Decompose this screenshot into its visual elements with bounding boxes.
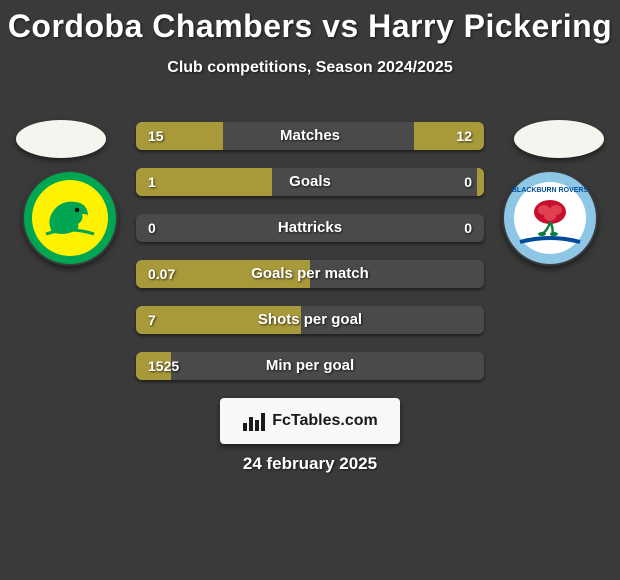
club-badge-left — [22, 170, 118, 266]
page-title: Cordoba Chambers vs Harry Pickering — [0, 0, 620, 45]
stat-row: Shots per goal7 — [136, 306, 484, 334]
stat-bars: Matches1512Goals10Hattricks00Goals per m… — [136, 122, 484, 398]
stat-row: Goals1 0 — [136, 168, 484, 196]
stat-value-right: 0 — [464, 168, 472, 196]
svg-text:BLACKBURN ROVERS: BLACKBURN ROVERS — [512, 187, 589, 194]
stat-value-left: 1 — [148, 168, 156, 196]
stat-label: Min per goal — [136, 352, 484, 380]
player-photo-right — [514, 120, 604, 158]
page-subtitle: Club competitions, Season 2024/2025 — [0, 59, 620, 77]
stat-row: Matches15 12 — [136, 122, 484, 150]
stat-row: Min per goal1525 — [136, 352, 484, 380]
footer-date: 24 february 2025 — [0, 454, 620, 474]
stat-label: Goals — [136, 168, 484, 196]
stat-label: Matches — [136, 122, 484, 150]
brand-text: FcTables.com — [272, 412, 378, 430]
player-photo-left — [16, 120, 106, 158]
brand-badge: FcTables.com — [220, 398, 400, 444]
stat-value-right: 0 — [464, 214, 472, 242]
stat-value-left: 1525 — [148, 352, 179, 380]
stat-value-left: 0 — [148, 214, 156, 242]
stat-label: Shots per goal — [136, 306, 484, 334]
stat-label: Hattricks — [136, 214, 484, 242]
stat-value-right: 12 — [456, 122, 472, 150]
club-badge-right: BLACKBURN ROVERS — [502, 170, 598, 266]
stat-value-left: 7 — [148, 306, 156, 334]
stat-value-left: 15 — [148, 122, 164, 150]
stat-row: Goals per match0.07 — [136, 260, 484, 288]
stat-value-left: 0.07 — [148, 260, 175, 288]
bars-logo-icon — [242, 411, 266, 431]
stat-label: Goals per match — [136, 260, 484, 288]
stat-row: Hattricks0 0 — [136, 214, 484, 242]
